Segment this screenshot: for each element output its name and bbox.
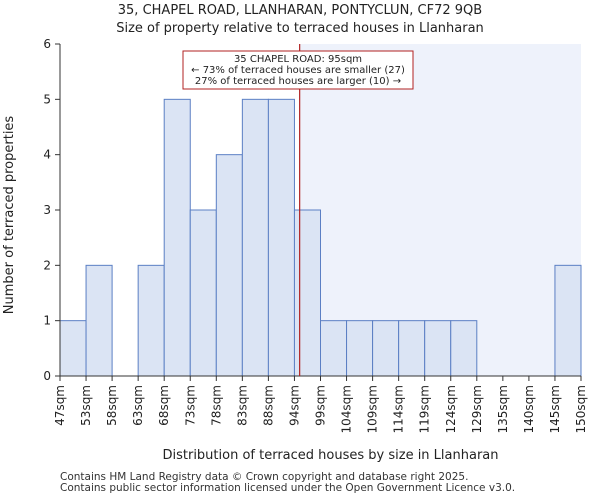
chart-title-line: 35, CHAPEL ROAD, LLANHARAN, PONTYCLUN, C… bbox=[117, 3, 483, 18]
x-tick-label: 73sqm bbox=[183, 385, 197, 426]
x-tick-label: 58sqm bbox=[105, 385, 119, 426]
histogram-bar bbox=[424, 320, 452, 377]
histogram-bar bbox=[215, 154, 243, 377]
histogram-bar bbox=[293, 209, 322, 377]
x-tick-label: 145sqm bbox=[548, 385, 562, 433]
x-tick-label: 135sqm bbox=[496, 385, 510, 433]
chart-title: 35, CHAPEL ROAD, LLANHARAN, PONTYCLUN, C… bbox=[0, 2, 600, 38]
x-tick-label: 47sqm bbox=[53, 385, 67, 426]
x-tick-label: 83sqm bbox=[235, 385, 249, 426]
y-axis-title: Number of terraced properties bbox=[2, 116, 17, 315]
x-tick-label: 150sqm bbox=[574, 385, 588, 433]
histogram-bar bbox=[450, 320, 478, 377]
y-tick-label: 5 bbox=[43, 92, 51, 106]
histogram-bar bbox=[398, 320, 426, 377]
histogram-bar bbox=[59, 320, 87, 377]
x-tick-label: 119sqm bbox=[418, 385, 432, 433]
x-tick-label: 140sqm bbox=[522, 385, 536, 433]
histogram-bar bbox=[320, 320, 348, 377]
footer: Contains HM Land Registry data © Crown c… bbox=[60, 472, 515, 494]
x-tick-label: 53sqm bbox=[79, 385, 93, 426]
annotation-line: 35 CHAPEL ROAD: 95sqm bbox=[234, 54, 362, 65]
marker-layer: 35 CHAPEL ROAD: 95sqm← 73% of terraced h… bbox=[182, 44, 414, 376]
y-tick-label: 6 bbox=[43, 37, 51, 51]
histogram-bar bbox=[554, 264, 582, 377]
axes-layer: 0 1 2 3 4 5 6 47sqm 53sqm 58sqm 63sqm 68sqm 73sqm 78s… bbox=[43, 37, 588, 433]
histogram-bar bbox=[267, 98, 295, 377]
x-tick-label: 78sqm bbox=[209, 385, 223, 426]
histogram-bar bbox=[372, 320, 400, 377]
chart-subtitle: Size of property relative to terraced ho… bbox=[116, 21, 484, 36]
histogram-bar bbox=[85, 264, 113, 377]
y-tick-label: 0 bbox=[43, 369, 51, 383]
x-axis-title: Distribution of terraced houses by size … bbox=[162, 448, 498, 463]
x-tick-label: 129sqm bbox=[470, 385, 484, 433]
x-tick-label: 124sqm bbox=[444, 385, 458, 433]
histogram-bar bbox=[137, 264, 165, 377]
x-tick-label: 68sqm bbox=[157, 385, 171, 426]
annotation-line: 27% of terraced houses are larger (10) → bbox=[195, 76, 401, 87]
x-tick-label: 109sqm bbox=[366, 385, 380, 433]
x-tick-label: 114sqm bbox=[392, 385, 406, 433]
y-tick-label: 2 bbox=[43, 258, 51, 272]
histogram-chart: 0 1 2 3 4 5 6 47sqm 53sqm 58sqm 63sqm 68sqm 73sqm 78s… bbox=[2, 37, 588, 463]
bars-layer bbox=[59, 98, 582, 377]
x-tick-label: 63sqm bbox=[131, 385, 145, 426]
x-tick-label: 88sqm bbox=[261, 385, 275, 426]
labels-layer: Distribution of terraced houses by size … bbox=[2, 116, 499, 463]
x-tick-label: 104sqm bbox=[340, 385, 354, 433]
y-tick-label: 4 bbox=[43, 148, 51, 162]
footer-line-2: Contains public sector information licen… bbox=[60, 482, 516, 494]
x-tick-label: 99sqm bbox=[314, 385, 328, 426]
annotation-box bbox=[182, 50, 414, 90]
histogram-bar bbox=[189, 209, 217, 377]
histogram-bar bbox=[241, 98, 269, 377]
histogram-bar bbox=[346, 320, 374, 377]
histogram-bar bbox=[163, 98, 191, 377]
annotation-line: ← 73% of terraced houses are smaller (27… bbox=[191, 65, 405, 76]
x-tick-label: 94sqm bbox=[287, 385, 301, 426]
footer-line-1: Contains HM Land Registry data © Crown c… bbox=[60, 471, 469, 483]
y-tick-label: 3 bbox=[43, 203, 51, 217]
y-tick-label: 1 bbox=[43, 314, 51, 328]
